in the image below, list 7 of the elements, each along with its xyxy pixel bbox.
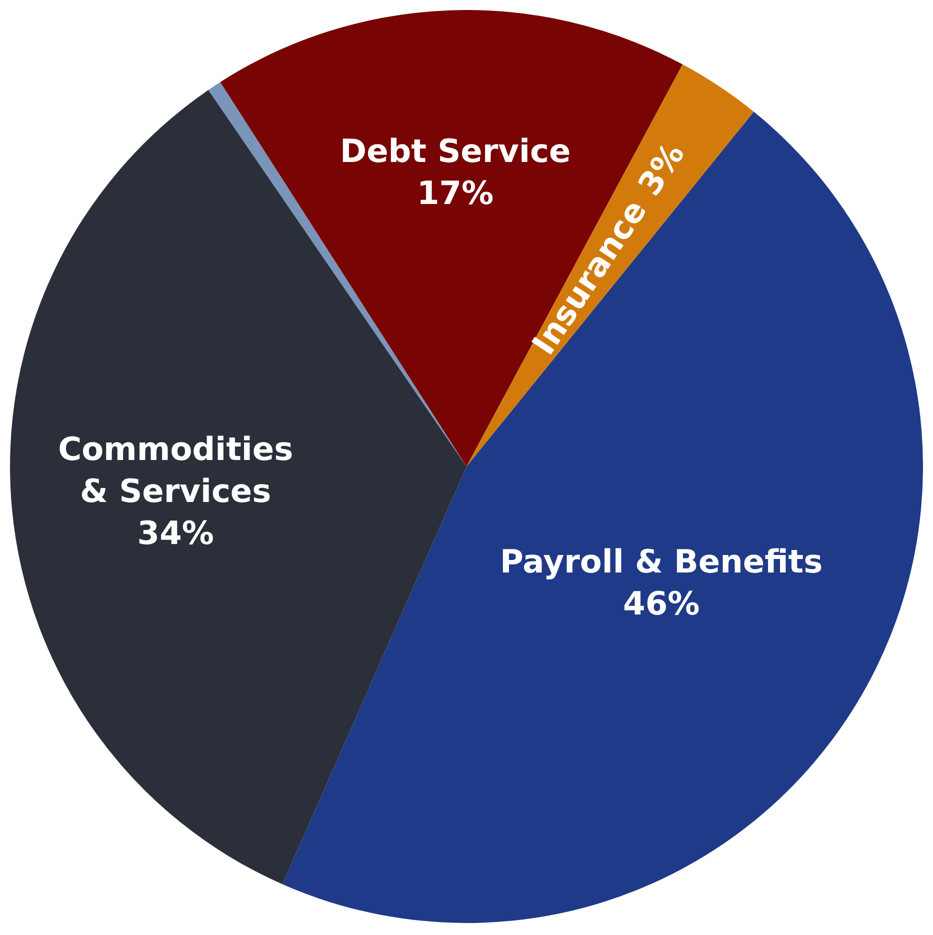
slice-label: Payroll & Benefits (500, 542, 823, 581)
data-label: 17% (417, 174, 494, 212)
data-label: 34% (137, 514, 214, 552)
data-label: 46% (623, 584, 700, 623)
slice-label: Commodities & Services (58, 430, 294, 510)
slice-label: Debt Service (340, 132, 571, 170)
data-label: 3% (630, 136, 692, 202)
